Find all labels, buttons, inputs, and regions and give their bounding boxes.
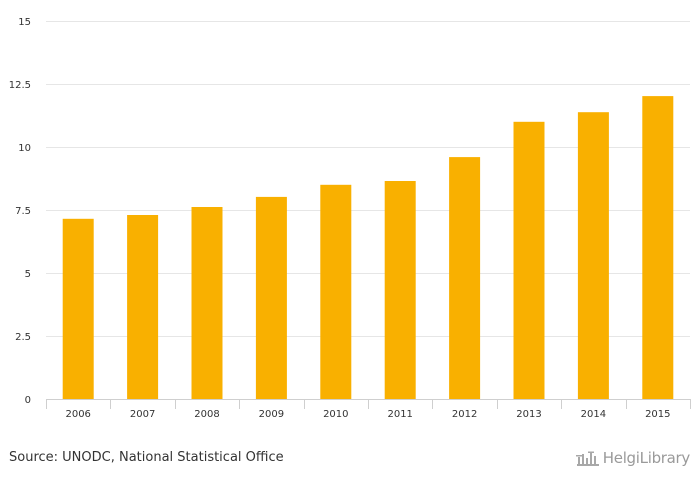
bar-2015[interactable] xyxy=(642,96,674,399)
x-axis xyxy=(46,399,691,409)
y-tick-label: 2.5 xyxy=(15,332,31,343)
library-building-icon xyxy=(575,451,599,466)
x-tick-label: 2007 xyxy=(130,409,155,420)
y-tick-label: 5 xyxy=(25,269,31,280)
y-axis-tick-labels: 0 2.5 5 7.5 10 12.5 15 xyxy=(9,17,31,406)
bar-2007[interactable] xyxy=(127,215,159,399)
bar-2014[interactable] xyxy=(577,112,609,399)
bar-2009[interactable] xyxy=(255,196,287,399)
x-tick-label: 2009 xyxy=(259,409,284,420)
y-tick-label: 15 xyxy=(18,17,31,28)
x-tick-label: 2015 xyxy=(645,409,670,420)
x-tick-label: 2012 xyxy=(452,409,477,420)
bar-2006[interactable] xyxy=(62,218,94,399)
brand-name: HelgiLibrary xyxy=(602,449,691,467)
y-tick-label: 10 xyxy=(18,143,31,154)
x-tick-label: 2010 xyxy=(323,409,348,420)
bar-chart: 0 2.5 5 7.5 10 12.5 15 2006 2007 2008 2009 2010 201… xyxy=(9,17,691,420)
y-tick-label: 12.5 xyxy=(9,80,31,91)
bars xyxy=(62,96,674,400)
brand-logo[interactable]: HelgiLibrary xyxy=(575,449,691,467)
y-tick-label: 0 xyxy=(25,395,31,406)
y-tick-label: 7.5 xyxy=(15,206,31,217)
x-tick-label: 2006 xyxy=(65,409,90,420)
bar-2010[interactable] xyxy=(320,184,352,399)
bar-2011[interactable] xyxy=(384,181,416,399)
x-tick-label: 2008 xyxy=(194,409,219,420)
x-tick-label: 2011 xyxy=(387,409,412,420)
bar-2013[interactable] xyxy=(513,121,545,400)
source-note: Source: UNODC, National Statistical Offi… xyxy=(9,450,284,465)
x-axis-tick-labels: 2006 2007 2008 2009 2010 2011 2012 2013 2014 2015 xyxy=(65,409,670,420)
x-tick-label: 2013 xyxy=(516,409,541,420)
bar-2012[interactable] xyxy=(449,157,481,399)
bar-2008[interactable] xyxy=(191,207,223,399)
x-tick-label: 2014 xyxy=(581,409,606,420)
